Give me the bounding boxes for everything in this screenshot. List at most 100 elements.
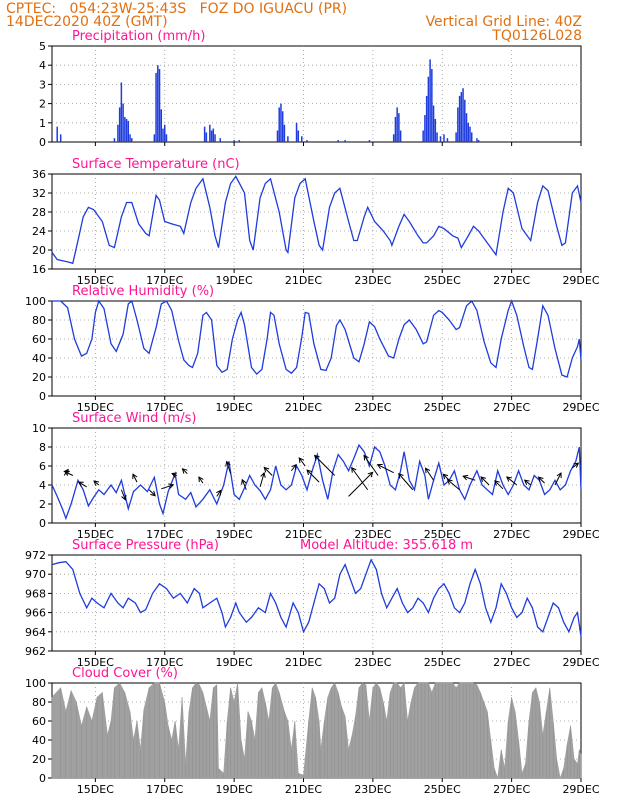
y-tick-label: 966 xyxy=(25,607,46,620)
precip-bar xyxy=(399,130,402,142)
wind-arrow xyxy=(77,481,87,488)
precip-bar xyxy=(457,107,459,142)
wind-arrow xyxy=(306,469,320,483)
wind-arrow xyxy=(313,454,336,476)
y-tick-label: 100 xyxy=(25,677,46,690)
precip-bar xyxy=(443,134,445,142)
y-tick-label: 80 xyxy=(32,314,46,327)
y-tick-label: 80 xyxy=(32,696,46,709)
precip-bar xyxy=(427,76,430,142)
x-tick-label: 17DEC xyxy=(146,783,183,796)
y-tick-label: 20 xyxy=(32,244,46,257)
wind-arrow xyxy=(462,474,476,481)
wind-arrow xyxy=(241,478,247,490)
wind-arrow xyxy=(446,479,460,491)
y-tick-label: 5 xyxy=(39,40,46,53)
precip-bar xyxy=(337,140,339,142)
x-tick-label: 23DEC xyxy=(354,528,391,541)
panel-frame xyxy=(51,45,582,143)
precip-bar xyxy=(460,92,463,142)
precip-bar xyxy=(113,138,116,142)
precip-bar xyxy=(458,95,461,142)
panel-precipitation: Precipitation (mm/h) 0 1 2 3 4 5 xyxy=(39,29,582,149)
x-tick-label: 15DEC xyxy=(77,274,114,287)
wind-arrow xyxy=(554,472,562,486)
y-tick-label: 2 xyxy=(39,498,46,511)
precip-bar xyxy=(131,138,133,142)
precip-bar xyxy=(297,130,300,142)
precip-bar xyxy=(127,120,130,142)
wind-arrow xyxy=(225,460,232,474)
wind-arrow xyxy=(298,457,306,467)
x-tick-label: 19DEC xyxy=(216,528,253,541)
precip-bar xyxy=(462,88,464,142)
y-tick-label: 28 xyxy=(32,206,46,219)
precip-bar xyxy=(431,69,433,142)
x-tick-label: 15DEC xyxy=(77,656,114,669)
y-tick-label: 20 xyxy=(32,753,46,766)
y-tick-label: 20 xyxy=(32,371,46,384)
precip-bar xyxy=(203,126,206,142)
x-tick-label: 25DEC xyxy=(424,656,461,669)
precip-bar xyxy=(155,72,157,142)
wind-arrow xyxy=(148,489,156,497)
panel-title: Surface Pressure (hPa) xyxy=(72,538,219,553)
panel-frame xyxy=(51,173,582,270)
x-tick-label: 19DEC xyxy=(216,783,253,796)
wind-arrow xyxy=(480,476,490,486)
y-tick-label: 36 xyxy=(32,168,46,181)
precip-bar xyxy=(219,138,221,142)
precip-bar xyxy=(56,126,58,142)
precip-bar xyxy=(436,132,438,142)
x-tick-label: 19DEC xyxy=(216,401,253,414)
precip-bar xyxy=(465,113,468,142)
y-tick-label: 6 xyxy=(39,460,46,473)
y-tick-label: 968 xyxy=(25,587,46,600)
panel-title: Relative Humidity (%) xyxy=(72,284,214,299)
x-tick-label: 17DEC xyxy=(146,656,183,669)
panel-title: Precipitation (mm/h) xyxy=(72,29,205,44)
precip-bar xyxy=(368,140,371,142)
wind-arrow xyxy=(181,468,188,474)
wind-arrow xyxy=(348,471,374,497)
wind-arrow xyxy=(363,454,379,476)
x-tick-label: 17DEC xyxy=(146,401,183,414)
wind-arrow xyxy=(198,476,204,484)
precip-bar xyxy=(163,124,166,142)
precip-bar xyxy=(287,136,289,142)
y-tick-label: 964 xyxy=(25,626,46,639)
precip-bar xyxy=(394,117,397,142)
precip-bar xyxy=(467,122,470,142)
wind-arrow xyxy=(506,476,518,486)
wind-arrow xyxy=(398,472,414,491)
precip-bar xyxy=(205,132,208,142)
y-tick-label: 10 xyxy=(32,422,46,435)
precip-bar xyxy=(214,134,216,142)
precip-bar xyxy=(446,138,449,142)
y-tick-label: 970 xyxy=(25,568,46,581)
x-tick-label: 17DEC xyxy=(146,528,183,541)
y-tick-label: 24 xyxy=(32,225,46,238)
wind-arrow xyxy=(132,473,138,483)
y-tick-label: 4 xyxy=(39,59,46,72)
panel-title: Surface Wind (m/s) xyxy=(72,411,196,426)
wind-line xyxy=(51,443,582,521)
panel-frame xyxy=(51,554,582,652)
precip-bar xyxy=(125,118,128,142)
wind-arrow xyxy=(93,480,100,486)
precip-bar xyxy=(124,117,126,142)
model-altitude-label: Model Altitude: 355.618 m xyxy=(300,538,473,553)
panel-humidity: Relative Humidity (%) 0 20 40 60 80 100 15DEC 17… xyxy=(25,284,600,414)
x-tick-label: 29DEC xyxy=(562,401,599,414)
x-tick-label: 25DEC xyxy=(424,274,461,287)
y-tick-label: 0 xyxy=(39,517,46,530)
y-tick-label: 100 xyxy=(25,295,46,308)
x-tick-label: 27DEC xyxy=(493,401,530,414)
precip-bar xyxy=(281,111,284,142)
precip-bar xyxy=(301,136,303,142)
precip-bar xyxy=(278,107,280,142)
precip-bar xyxy=(162,128,164,142)
pressure-line xyxy=(51,558,582,637)
x-tick-label: 29DEC xyxy=(562,656,599,669)
